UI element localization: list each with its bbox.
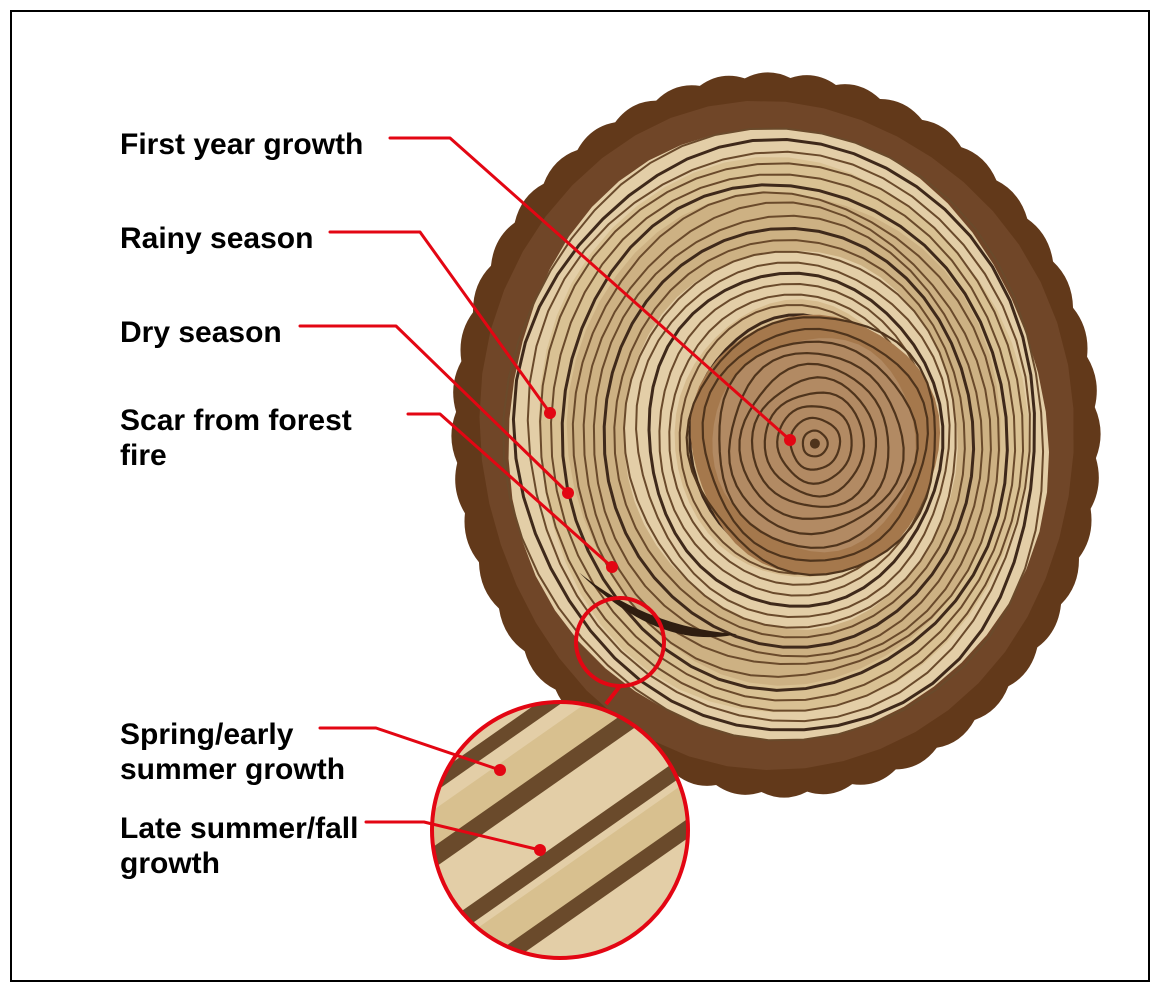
label-scar: Scar from forest fire <box>120 404 352 473</box>
leader-dot-spring <box>494 764 506 776</box>
leader-dot-scar <box>606 561 618 573</box>
label-rainy: Rainy season <box>120 222 313 257</box>
leader-dot-late <box>534 844 546 856</box>
leader-dot-dry <box>562 487 574 499</box>
leader-dot-rainy <box>544 407 556 419</box>
label-dry: Dry season <box>120 316 282 351</box>
label-spring: Spring/early summer growth <box>120 718 345 787</box>
label-late: Late summer/fall growth <box>120 812 358 881</box>
label-first-year: First year growth <box>120 128 363 163</box>
leader-dot-first-year <box>784 434 796 446</box>
